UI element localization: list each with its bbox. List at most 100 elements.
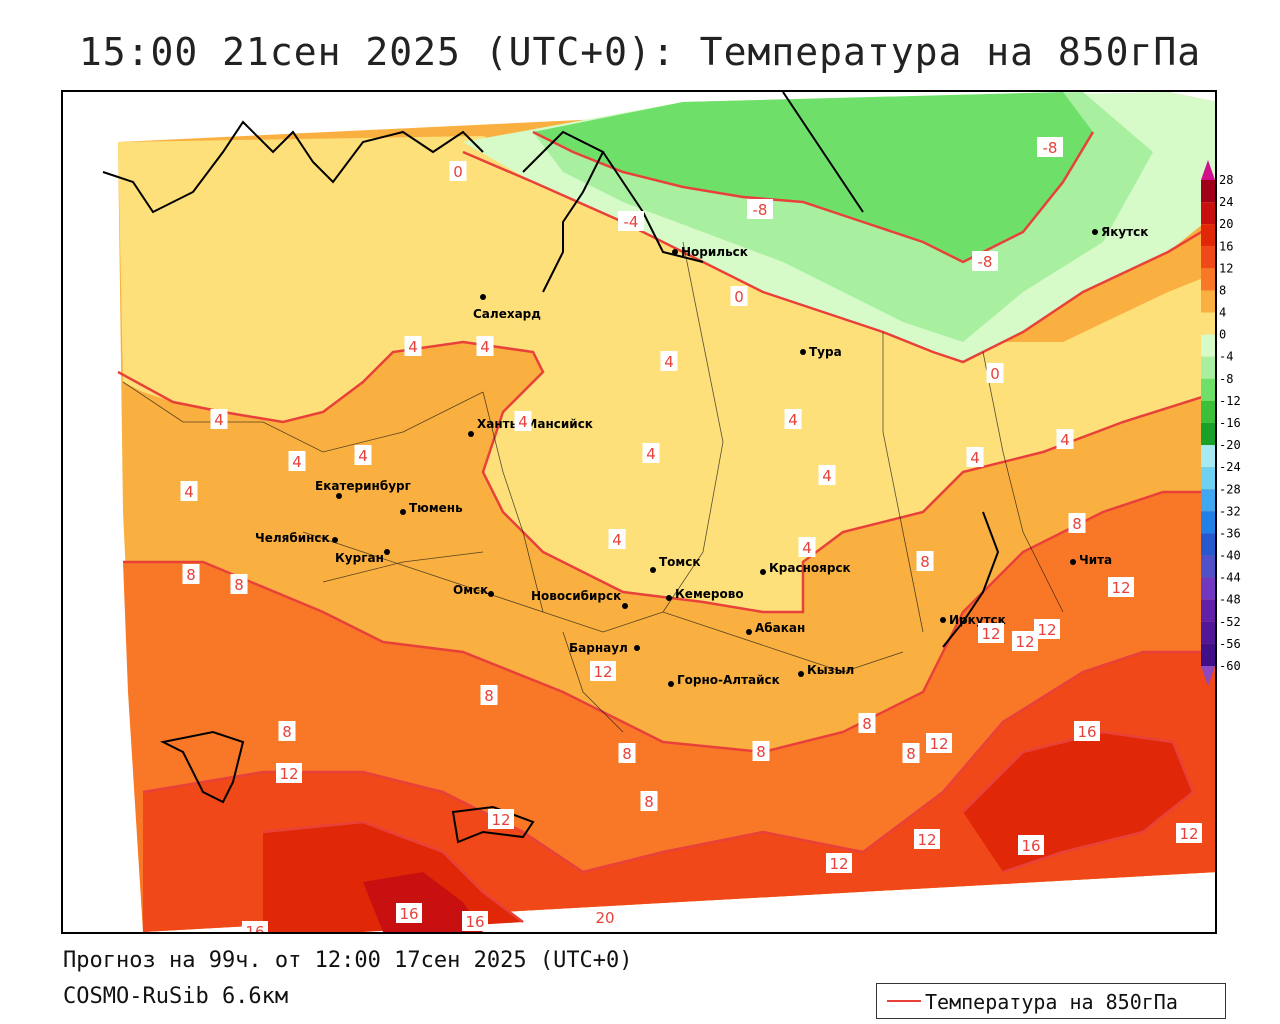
city-label: Тюмень (409, 501, 463, 515)
colorbar-bottom-arrow (1201, 666, 1215, 686)
city-label: Кемерово (675, 587, 744, 601)
colorbar-band (1201, 246, 1215, 269)
isotherm-value-label: 12 (1108, 577, 1134, 597)
colorbar-band (1201, 555, 1215, 578)
isotherm-value-label: 4 (660, 351, 678, 371)
colorbar-tick-label: -8 (1219, 372, 1233, 386)
svg-text:0: 0 (990, 365, 1000, 383)
isotherm-value-label: 8 (230, 574, 248, 594)
city-label: Ханты-Мансийск (477, 417, 593, 431)
city-label: Екатеринбург (315, 479, 411, 493)
city-label: Томск (659, 555, 701, 569)
svg-text:0: 0 (453, 163, 463, 181)
svg-text:12: 12 (1037, 621, 1056, 639)
isotherm-value-label: 12 (826, 853, 852, 873)
isotherm-value-label: 12 (978, 623, 1004, 643)
isotherm-value-label: 8 (916, 551, 934, 571)
colorbar-tick-label: 8 (1219, 283, 1226, 297)
isotherm-value-label: 16 (242, 921, 268, 932)
isotherm-value-label: 8 (640, 791, 658, 811)
isotherm-value-label: 4 (798, 537, 816, 557)
isotherm-value-label: 12 (1176, 823, 1202, 843)
model-name: COSMO-RuSib 6.6км (63, 984, 289, 1009)
city-label: Курган (335, 551, 384, 565)
colorbar-tick-label: 16 (1219, 239, 1233, 253)
svg-text:4: 4 (408, 338, 418, 356)
city-tura: Тура (800, 345, 842, 359)
isotherm-value-label: 4 (1056, 429, 1074, 449)
colorbar-tick-label: -36 (1219, 526, 1241, 540)
city-omsk: Омск (453, 583, 494, 597)
colorbar-band (1201, 356, 1215, 379)
map-title: 15:00 21сен 2025 (UTC+0): Температура на… (78, 30, 1202, 74)
svg-text:4: 4 (214, 411, 224, 429)
isotherm-value-label: 12 (488, 809, 514, 829)
band-minus12-minus8 (533, 92, 1093, 262)
svg-text:8: 8 (282, 723, 292, 741)
colorbar-tick-label: -32 (1219, 504, 1241, 518)
isotherm-value-label: 4 (404, 336, 422, 356)
colorbar-tick-label: -16 (1219, 416, 1241, 430)
city-label: Чита (1079, 553, 1112, 567)
legend: Температура на 850гПа (876, 983, 1226, 1019)
city-label: Барнаул (569, 641, 628, 655)
svg-text:8: 8 (234, 576, 244, 594)
svg-text:-4: -4 (624, 213, 639, 231)
svg-text:8: 8 (920, 553, 930, 571)
svg-text:16: 16 (465, 913, 484, 931)
city-label: Салехард (473, 307, 541, 321)
colorbar-band (1201, 423, 1215, 446)
colorbar-tick-label: -12 (1219, 394, 1241, 408)
svg-text:8: 8 (906, 745, 916, 763)
colorbar-band (1201, 400, 1215, 423)
svg-text:4: 4 (802, 539, 812, 557)
city-chelyabinsk: Челябинск (255, 531, 338, 545)
isotherm-value-label: 0 (449, 161, 467, 181)
city-abakan: Абакан (746, 621, 805, 635)
city-khanty-mansiysk: Ханты-Мансийск (468, 417, 593, 437)
svg-text:4: 4 (358, 447, 368, 465)
isotherm-value-label: -8 (1037, 137, 1063, 157)
colorbar-band (1201, 577, 1215, 600)
svg-text:-8: -8 (978, 253, 993, 271)
colorbar-band (1201, 489, 1215, 512)
isotherm-value-label: -8 (972, 251, 998, 271)
colorbar-band (1201, 290, 1215, 313)
isotherm-value-label: 16 (462, 911, 488, 931)
forecast-info: Прогноз на 99ч. от 12:00 17сен 2025 (UTC… (63, 948, 633, 973)
city-novosibirsk: Новосибирск (531, 589, 628, 609)
isotherm-value-label: 20 (592, 907, 618, 927)
colorbar-tick-label: -60 (1219, 659, 1241, 673)
svg-text:8: 8 (862, 715, 872, 733)
svg-text:0: 0 (734, 288, 744, 306)
temperature-map: Норильск Якутск Салехард Тура Ханты-Манс… (61, 90, 1217, 934)
isotherm-value-label: 0 (986, 363, 1004, 383)
city-label: Новосибирск (531, 589, 621, 603)
colorbar-band (1201, 378, 1215, 401)
isotherm-value-label: 4 (608, 529, 626, 549)
city-markers: Норильск Якутск Салехард Тура Ханты-Манс… (255, 225, 1148, 687)
isotherm-value-label: 8 (278, 721, 296, 741)
city-label: Якутск (1101, 225, 1148, 239)
colorbar-tick-label: -4 (1219, 350, 1233, 364)
city-gorno-altaysk: Горно-Алтайск (668, 673, 780, 687)
isotherm-value-label: 4 (288, 451, 306, 471)
svg-text:4: 4 (480, 338, 490, 356)
svg-text:8: 8 (756, 743, 766, 761)
colorbar-band (1201, 334, 1215, 357)
svg-text:12: 12 (929, 735, 948, 753)
isotherm-value-label: 8 (752, 741, 770, 761)
isotherm-value-label: 4 (818, 465, 836, 485)
band-20-24 (363, 872, 483, 932)
city-yakutsk: Якутск (1092, 225, 1148, 239)
isotherm-value-label: 12 (926, 733, 952, 753)
svg-text:8: 8 (644, 793, 654, 811)
city-norilsk: Норильск (672, 245, 748, 259)
city-kemerovo: Кемерово (666, 587, 744, 601)
svg-text:12: 12 (981, 625, 1000, 643)
colorbar-band (1201, 621, 1215, 644)
svg-text:-8: -8 (753, 201, 768, 219)
city-chita: Чита (1070, 553, 1112, 567)
colorbar-band (1201, 268, 1215, 291)
